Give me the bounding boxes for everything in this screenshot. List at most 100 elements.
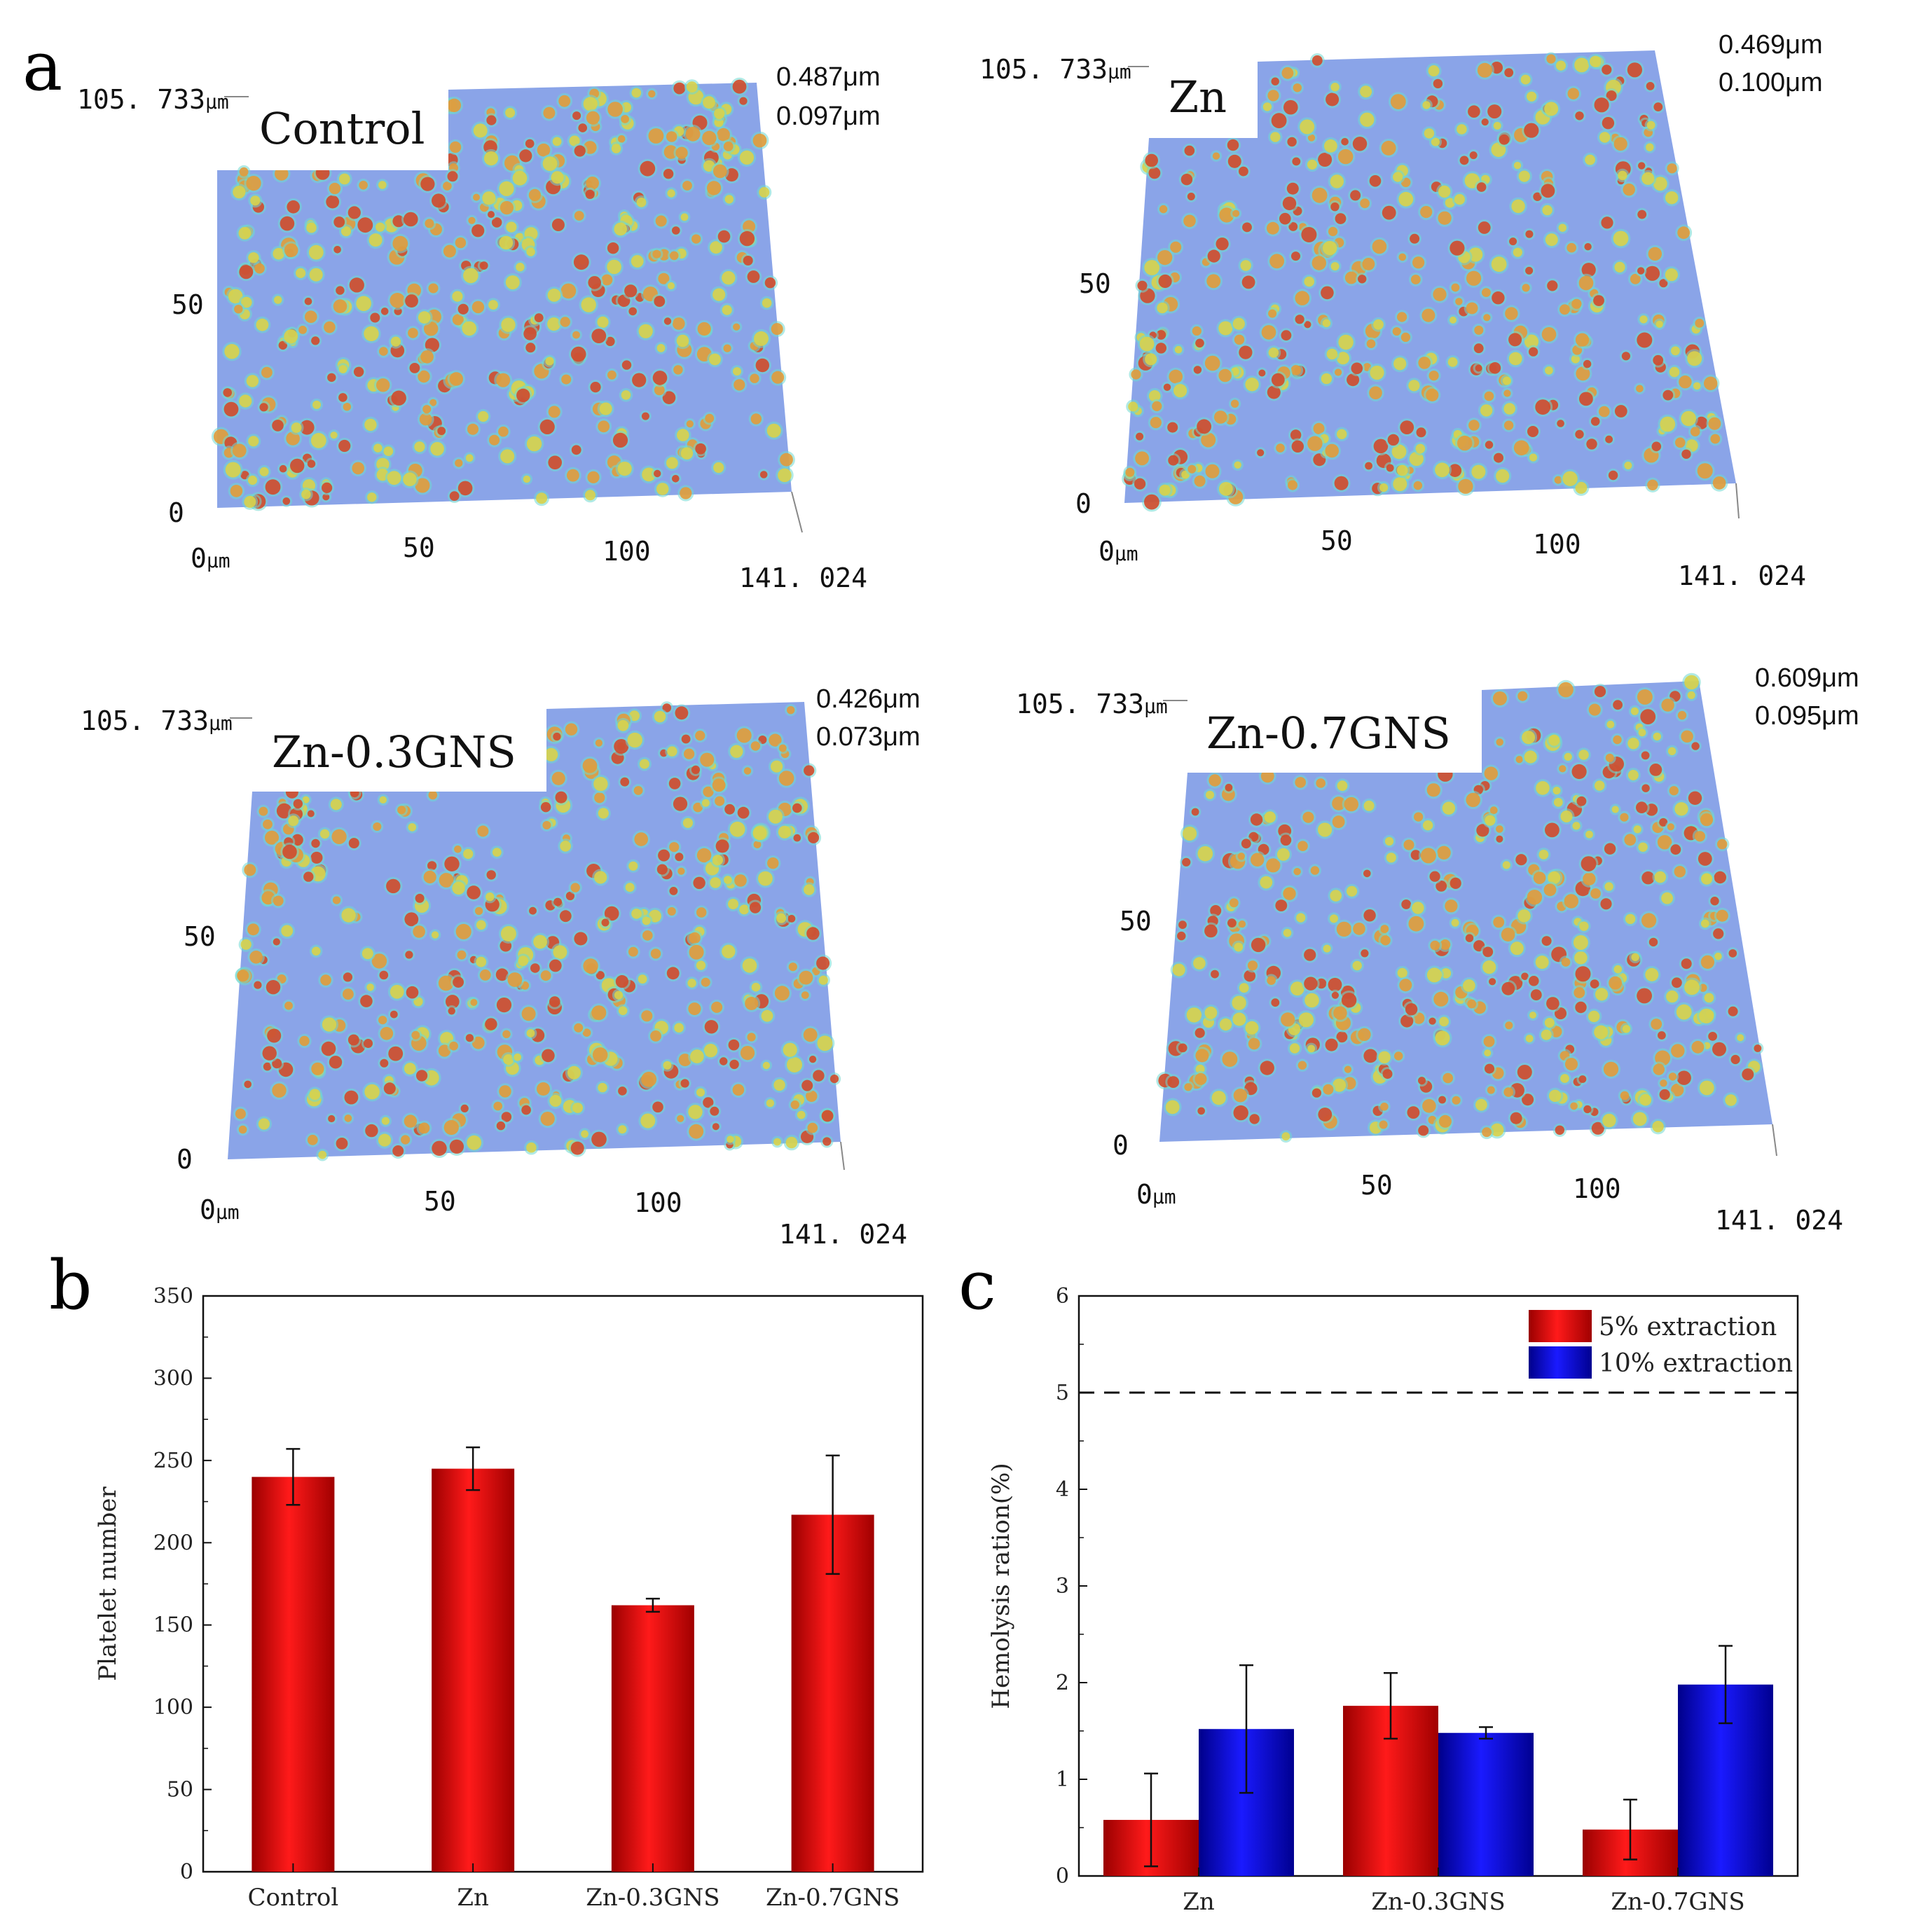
platelet-spot xyxy=(1483,1035,1495,1047)
platelet-spot xyxy=(641,1071,657,1087)
platelet-spot xyxy=(1558,682,1574,698)
panel-letter-c: c xyxy=(958,1246,996,1325)
platelet-spot xyxy=(1618,170,1627,181)
platelet-spot xyxy=(318,1150,327,1159)
chart-c-hemolysis-ratio: 0 1 2 3 4 5 6 Hemolysis ration(%) Zn Zn-0.3GNS Zn-… xyxy=(987,1284,1799,1916)
platelet-spot xyxy=(1522,1093,1534,1106)
platelet-spot xyxy=(1363,800,1375,811)
afm-x-max-label: 141. 024 xyxy=(1715,1205,1843,1236)
platelet-spot xyxy=(380,1027,394,1040)
platelet-spot xyxy=(764,277,776,289)
platelet-spot xyxy=(813,1070,825,1082)
afm-y-mid-label: 50 xyxy=(172,289,204,320)
platelet-spot xyxy=(1637,267,1645,275)
platelet-spot xyxy=(465,454,474,462)
platelet-spot xyxy=(662,391,676,404)
platelet-spot xyxy=(1684,979,1700,995)
platelet-spot xyxy=(500,201,514,215)
platelet-spot xyxy=(1602,1113,1616,1128)
platelet-spot xyxy=(1529,1012,1536,1019)
platelet-spot xyxy=(685,126,701,142)
platelet-spot xyxy=(636,198,647,207)
platelet-spot xyxy=(1234,461,1241,469)
platelet-spot xyxy=(1651,441,1662,452)
platelet-spot xyxy=(408,823,417,832)
platelet-spot xyxy=(1426,967,1442,983)
platelet-spot xyxy=(680,1079,689,1088)
platelet-spot xyxy=(617,462,632,476)
platelet-spot xyxy=(1262,102,1272,111)
afm-x-100-label: 100 xyxy=(1573,1173,1621,1204)
platelet-spot xyxy=(1567,88,1579,99)
platelet-spot xyxy=(443,244,456,258)
platelet-spot xyxy=(648,128,664,144)
platelet-spot xyxy=(1304,321,1311,329)
platelet-spot xyxy=(1232,209,1240,217)
platelet-spot xyxy=(656,483,669,495)
platelet-spot xyxy=(804,765,815,776)
platelet-spot xyxy=(486,115,497,125)
platelet-spot xyxy=(1268,347,1279,358)
platelet-spot xyxy=(1667,163,1677,174)
platelet-spot xyxy=(432,1140,447,1157)
platelet-spot xyxy=(428,790,438,800)
platelet-spot xyxy=(545,357,554,366)
platelet-spot xyxy=(1386,853,1396,863)
platelet-spot xyxy=(479,970,491,981)
platelet-spot xyxy=(1193,957,1206,970)
platelet-spot xyxy=(501,1112,512,1122)
platelet-spot xyxy=(1405,1003,1418,1016)
platelet-spot xyxy=(352,462,364,475)
platelet-spot xyxy=(1352,960,1362,971)
platelet-spot xyxy=(1204,355,1220,371)
platelet-spot xyxy=(344,1090,359,1105)
platelet-spot xyxy=(1494,453,1503,463)
platelet-spot xyxy=(618,1086,627,1096)
platelet-spot xyxy=(1287,137,1297,147)
platelet-spot xyxy=(299,1035,310,1047)
platelet-spot xyxy=(1400,420,1414,434)
platelet-spot xyxy=(544,747,558,761)
platelet-spot xyxy=(639,759,649,769)
platelet-spot xyxy=(734,874,747,887)
afm-x-zero-label: 0 xyxy=(1099,536,1115,567)
platelet-spot xyxy=(1554,476,1562,484)
platelet-spot xyxy=(650,1030,661,1042)
platelet-spot xyxy=(1428,371,1439,381)
platelet-spot xyxy=(1197,1107,1205,1115)
platelet-spot xyxy=(1400,332,1410,342)
platelet-spot xyxy=(1422,820,1433,831)
platelet-spot xyxy=(225,462,241,478)
platelet-spot xyxy=(1606,90,1617,102)
platelet-spot xyxy=(536,492,548,504)
platelet-spot xyxy=(1288,480,1297,490)
platelet-spot xyxy=(1159,205,1168,214)
platelet-spot xyxy=(1398,191,1414,207)
platelet-spot xyxy=(1382,1069,1393,1079)
platelet-spot xyxy=(1369,174,1382,187)
platelet-spot xyxy=(1637,689,1653,705)
svg-text:105. 733μm: 105. 733μm xyxy=(979,54,1131,85)
platelet-spot xyxy=(1465,934,1474,942)
platelet-spot xyxy=(499,1085,511,1098)
platelet-spot xyxy=(305,310,317,324)
platelet-spot xyxy=(1478,221,1491,234)
platelet-spot xyxy=(1410,233,1420,244)
afm-sample-label: Zn-0.3GNS xyxy=(272,726,516,778)
platelet-spot xyxy=(1380,935,1391,946)
platelet-spot xyxy=(724,195,734,204)
platelet-spot xyxy=(816,956,830,970)
platelet-spot xyxy=(403,472,417,487)
platelet-spot xyxy=(1158,274,1172,289)
platelet-spot xyxy=(750,741,761,751)
platelet-spot xyxy=(275,167,289,181)
platelet-spot xyxy=(1300,119,1315,134)
platelet-spot xyxy=(1604,882,1613,891)
platelet-spot xyxy=(1681,958,1692,970)
platelet-spot xyxy=(1211,970,1219,979)
platelet-spot xyxy=(1560,1074,1569,1083)
platelet-spot xyxy=(1422,101,1431,109)
platelet-spot xyxy=(1292,157,1301,166)
platelet-spot xyxy=(330,432,338,439)
platelet-spot xyxy=(1148,167,1161,179)
